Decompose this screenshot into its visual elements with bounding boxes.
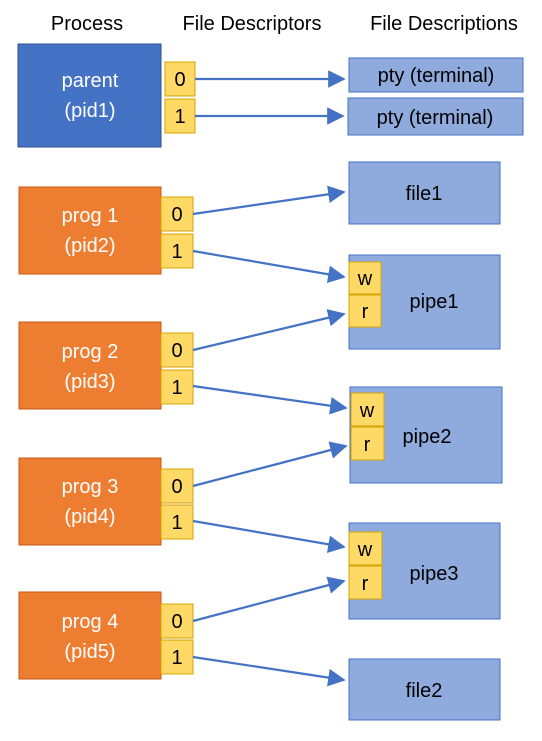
description-file1-label: file1 xyxy=(406,183,443,205)
arrow-prog2-fd1-to-pipe2-write xyxy=(192,384,348,415)
arrow-prog3-fd0-from-pipe2-read xyxy=(192,441,348,488)
parent-fd-0-label: 0 xyxy=(174,69,185,91)
pipe1-read-end xyxy=(348,294,382,328)
prog4-fd-1-label: 1 xyxy=(171,647,182,669)
arrow-prog1-fd0-to-file1 xyxy=(192,185,346,216)
arrow-prog1-fd1-to-pipe1-write xyxy=(192,249,346,283)
pipe2-write-end xyxy=(350,392,385,427)
process-parent: parent (pid1) 0 1 xyxy=(17,43,196,148)
prog2-fd-1 xyxy=(160,369,194,405)
pipe1-write-end xyxy=(348,261,382,295)
prog3-fd-0-label: 0 xyxy=(171,476,182,498)
description-file2: file2 xyxy=(348,658,501,721)
arrow-prog3-fd1-to-pipe3-write xyxy=(192,519,346,553)
prog4-fd-1 xyxy=(160,639,194,675)
prog2-fd-1-label: 1 xyxy=(171,377,182,399)
process-parent-name: parent xyxy=(62,70,119,92)
prog4-fd-0-label: 0 xyxy=(171,611,182,633)
description-pipe1-label: pipe1 xyxy=(410,291,459,313)
prog3-fd-0 xyxy=(160,468,194,504)
description-pipe2-label: pipe2 xyxy=(403,426,452,448)
arrow-prog4-fd1-to-file2 xyxy=(192,655,346,687)
description-pty-1: pty (terminal) xyxy=(348,57,524,93)
process-prog1-name: prog 1 xyxy=(62,205,119,227)
description-pty-1-label: pty (terminal) xyxy=(378,65,495,87)
process-prog3: prog 3 (pid4) 0 1 xyxy=(18,457,194,546)
pipe3-write-label: w xyxy=(357,539,373,561)
process-prog1: prog 1 (pid2) 0 1 xyxy=(18,186,194,275)
pipe2-write-label: w xyxy=(359,400,375,422)
pipe3-write-end xyxy=(348,531,383,566)
description-pipe3-label: pipe3 xyxy=(410,563,459,585)
prog3-fd-1-label: 1 xyxy=(171,512,182,534)
process-prog4-pid: (pid5) xyxy=(64,641,115,663)
header-file-descriptions: File Descriptions xyxy=(370,13,518,35)
description-pty-2: pty (terminal) xyxy=(347,97,524,136)
process-prog1-pid: (pid2) xyxy=(64,235,115,257)
prog1-fd-0 xyxy=(160,196,194,232)
pipe2-read-label: r xyxy=(364,434,371,456)
process-prog2-name: prog 2 xyxy=(62,341,119,363)
process-prog3-pid: (pid4) xyxy=(64,506,115,528)
process-prog4-name: prog 4 xyxy=(62,611,119,633)
description-pipe2: pipe2 w r xyxy=(349,386,503,484)
pipe1-write-label: w xyxy=(357,268,373,290)
prog4-fd-0 xyxy=(160,603,194,639)
header-file-descriptors: File Descriptors xyxy=(183,13,322,35)
pipe3-read-end xyxy=(348,565,383,600)
parent-fd-1-label: 1 xyxy=(174,106,185,128)
process-prog2: prog 2 (pid3) 0 1 xyxy=(18,321,194,410)
description-file1: file1 xyxy=(348,161,501,225)
process-prog3-name: prog 3 xyxy=(62,476,119,498)
prog3-fd-1 xyxy=(160,504,194,540)
arrows xyxy=(192,70,348,687)
prog1-fd-0-label: 0 xyxy=(171,204,182,226)
description-file2-label: file2 xyxy=(406,680,443,702)
prog1-fd-1 xyxy=(160,233,194,269)
description-pipe1: pipe1 w r xyxy=(348,254,501,350)
pipe1-read-label: r xyxy=(362,301,369,323)
pipe3-read-label: r xyxy=(362,573,369,595)
parent-fd-0 xyxy=(164,61,196,97)
description-pty-2-label: pty (terminal) xyxy=(377,107,494,129)
process-parent-pid: (pid1) xyxy=(64,100,115,122)
description-pipe3: pipe3 w r xyxy=(348,522,501,620)
header-process: Process xyxy=(51,13,123,35)
process-prog4: prog 4 (pid5) 0 1 xyxy=(18,591,194,680)
arrow-prog2-fd0-from-pipe1-read xyxy=(192,309,346,352)
prog2-fd-0-label: 0 xyxy=(171,340,182,362)
pipe2-read-end xyxy=(350,426,385,461)
arrow-prog4-fd0-from-pipe3-read xyxy=(192,576,346,623)
process-prog2-pid: (pid3) xyxy=(64,371,115,393)
prog1-fd-1-label: 1 xyxy=(171,241,182,263)
